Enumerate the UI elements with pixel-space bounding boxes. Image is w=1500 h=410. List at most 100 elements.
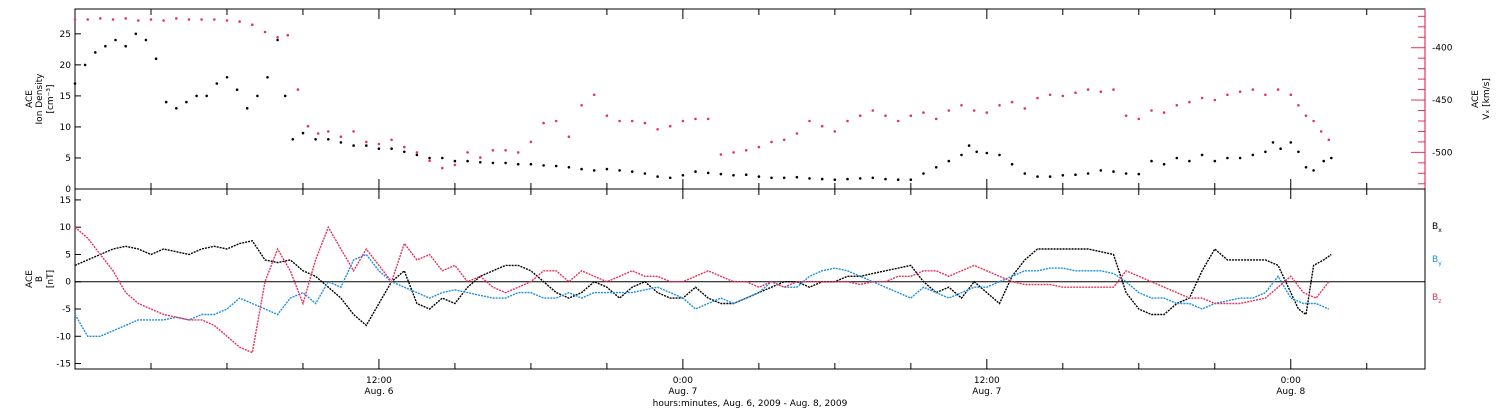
top-series-0-point	[706, 171, 710, 175]
top-series-1-point	[1137, 117, 1141, 121]
top-series-0-point	[1226, 156, 1229, 160]
top-series-1-point	[618, 119, 621, 123]
bottom-left-axis: -15 -10 -5 0 5 10 15	[56, 196, 81, 370]
top-series-1-point	[580, 104, 583, 107]
top-series-0-point	[833, 178, 837, 181]
top-series-1-point	[630, 119, 634, 123]
top-series-0-point	[1289, 141, 1293, 144]
top-series-1-point	[643, 121, 647, 125]
x-tick-label-date-1: Aug. 7	[668, 387, 697, 397]
top-series-1-point	[1124, 114, 1128, 117]
bottom-ylabel-line-1: ACE	[25, 270, 35, 288]
top-series-1-point	[567, 135, 571, 138]
top-series-1-point	[1150, 109, 1153, 112]
top-series-1-point	[922, 111, 925, 114]
bottom-left-ylabel: ACE B [nT]	[25, 270, 56, 288]
top-series-0-point	[719, 172, 723, 176]
top-series-0-point	[694, 170, 697, 173]
x-tick-label-date-0: Aug. 6	[364, 387, 393, 397]
top-series-1-point	[605, 114, 609, 117]
top-series-0-point	[256, 94, 259, 98]
top-series-1-point	[111, 18, 115, 21]
top-series-1-point	[377, 142, 381, 146]
top-series-1-point	[1188, 100, 1191, 104]
top-series-0-point	[73, 82, 77, 85]
top-series-0-point	[1023, 172, 1027, 175]
top-series-1-point	[770, 140, 773, 144]
top-series-0-point	[516, 162, 520, 166]
top-series-1-point	[846, 119, 849, 123]
x-tick-label-time-0: 12:00	[366, 376, 392, 386]
top-series-0-point	[732, 174, 735, 177]
top-series-0-point	[352, 144, 355, 147]
top-series-0-point	[922, 172, 925, 175]
top-series-0-point	[164, 100, 168, 104]
top-series-1-point	[149, 18, 153, 21]
top-series-1-point	[390, 138, 393, 142]
top-series-1-point	[998, 104, 1001, 107]
top-series-1-point	[1010, 100, 1014, 104]
top-series-1-point	[327, 130, 330, 133]
top-series-1-point	[1023, 107, 1027, 110]
top-series-0-point	[479, 161, 482, 164]
top-series-0-point	[858, 177, 862, 180]
top-series-1-point	[1319, 130, 1323, 133]
top-series-1-point	[529, 140, 533, 144]
top-series-0-point	[1086, 172, 1090, 175]
top-series-1-point	[795, 132, 799, 135]
top-series-0-point	[998, 153, 1001, 157]
top-series-1-point	[909, 114, 913, 117]
top-series-1-point	[554, 119, 558, 123]
top-series-0-point	[1162, 162, 1166, 166]
top-y2tick-label-1: -450	[1432, 96, 1453, 106]
top-series-0-point	[643, 172, 647, 175]
top-series-1-point	[99, 17, 102, 20]
top-series-1-point	[276, 36, 279, 39]
top-series-1-point	[403, 145, 406, 149]
top-series-0-point	[1061, 174, 1065, 177]
top-series-1-point	[1289, 93, 1293, 97]
top-series-0-point	[466, 159, 469, 163]
top-series-1-point	[820, 124, 824, 128]
top-series-0-point	[377, 147, 381, 150]
bottom-x-ticks	[150, 189, 1368, 369]
x-axis-title: hours:minutes, Aug. 6, 2009 - Aug. 8, 20…	[653, 399, 848, 409]
top-series-0-point	[947, 159, 951, 163]
top-ytick-label-4: 20	[60, 61, 72, 71]
legend-bx: Bx	[1432, 222, 1442, 234]
top-series-0-point	[1312, 169, 1315, 172]
top-series-0-point	[365, 144, 368, 147]
top-series-1-point	[542, 121, 545, 125]
top-series-0-point	[185, 100, 188, 104]
top-series-1-point	[504, 149, 507, 152]
top-series-1-point	[339, 135, 343, 138]
top-series-1-point	[251, 23, 254, 27]
top-series-0-point	[94, 51, 97, 54]
top-series-1-point	[681, 119, 685, 123]
top-series-1-point	[415, 151, 419, 154]
top-series-1-point	[263, 30, 267, 34]
top-series-0-point	[871, 176, 875, 180]
top-series-0-point	[1297, 150, 1300, 154]
top-series-1-point	[286, 33, 290, 37]
top-series-0-point	[681, 174, 685, 177]
top-series-0-point	[441, 156, 444, 160]
top-series-0-point	[668, 176, 672, 180]
bottom-ytick-label-0: -15	[56, 360, 71, 370]
top-series-1-point	[719, 153, 723, 156]
bottom-ylabel-line-2: B	[35, 276, 45, 282]
top-series-1-point	[858, 114, 862, 117]
top-series-0-point	[327, 138, 330, 141]
top-series-1-point	[1304, 114, 1308, 117]
top-series-1-point	[516, 151, 520, 154]
bottom-ylabel-line-3: [nT]	[46, 270, 56, 288]
top-series-0-point	[605, 167, 609, 171]
top-series-0-point	[491, 161, 495, 165]
series-bz-line	[74, 225, 1330, 354]
top-series-1-point	[200, 18, 203, 21]
top-y2tick-label-0: -400	[1432, 44, 1453, 54]
top-series-1-point	[1162, 111, 1166, 114]
top-series-1-point	[1238, 90, 1242, 93]
bottom-ytick-label-6: 15	[60, 196, 71, 206]
top-ylabel-line-1: ACE	[25, 90, 35, 108]
